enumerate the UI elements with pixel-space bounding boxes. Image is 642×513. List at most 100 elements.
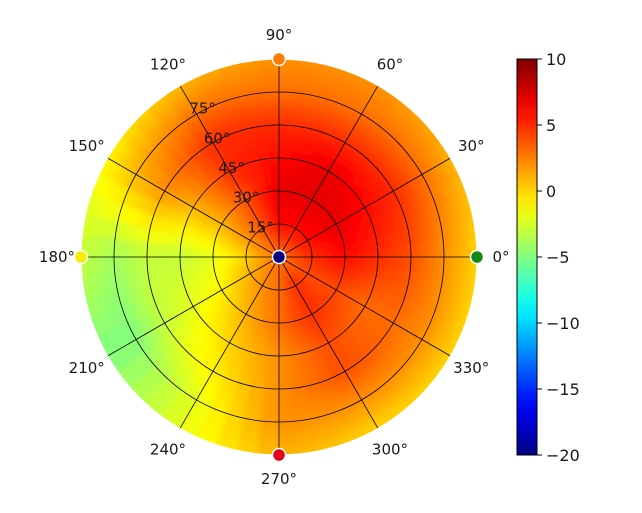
heatmap-cell <box>441 200 455 223</box>
heatmap-cell <box>435 308 451 332</box>
heatmap-cell <box>352 416 377 434</box>
heatmap-cell <box>318 251 327 258</box>
heatmap-cell <box>171 369 191 387</box>
heatmap-cell <box>381 304 396 322</box>
heatmap-cell <box>230 107 250 120</box>
heatmap-cell <box>427 166 444 189</box>
heatmap-cell <box>109 202 123 224</box>
heatmap-cell <box>95 177 111 202</box>
heatmap-cell <box>350 373 370 391</box>
heatmap-cell <box>423 188 438 210</box>
heatmap-cell <box>318 123 337 137</box>
heatmap-cell <box>371 329 388 347</box>
heatmap-cell <box>268 237 274 246</box>
heatmap-cell <box>273 209 280 218</box>
heatmap-cell <box>403 256 413 272</box>
heatmap-cell <box>435 202 449 224</box>
heatmap-cell <box>151 170 168 189</box>
heatmap-cell <box>211 341 227 356</box>
heatmap-cell <box>211 249 220 258</box>
heatmap-cell <box>208 128 227 144</box>
heatmap-cell <box>395 144 415 165</box>
heatmap-cell <box>267 348 280 358</box>
heatmap-cell <box>375 196 390 213</box>
radial-tick-label: 15° <box>247 218 274 236</box>
angle-tick-label: 180° <box>39 248 75 266</box>
heatmap-cell <box>178 74 203 92</box>
heatmap-cell <box>355 74 380 92</box>
heatmap-cell <box>229 359 246 372</box>
colorbar: 10 5 0 −5 −10 −15 −20 <box>516 50 580 465</box>
heatmap-cell <box>416 255 426 274</box>
heatmap-cell <box>258 427 281 437</box>
heatmap-cell <box>278 316 287 325</box>
heatmap-cell <box>371 121 392 141</box>
heatmap-cell <box>95 312 111 337</box>
heatmap-cell <box>441 310 457 334</box>
angle-tick-label: 30° <box>458 137 485 155</box>
heatmap-cell <box>106 237 116 259</box>
heatmap-cell <box>278 163 290 172</box>
heatmap-cell <box>172 395 195 414</box>
heatmap-cell <box>332 79 356 95</box>
heatmap-cell <box>117 146 136 169</box>
heatmap-cell <box>145 256 155 272</box>
heatmap-cell <box>138 140 158 161</box>
heatmap-cell <box>390 398 414 420</box>
heatmap-cell <box>162 116 183 136</box>
heatmap-cell <box>185 256 194 268</box>
heatmap-cell <box>99 255 109 278</box>
heatmap-cell <box>279 263 283 272</box>
heatmap-cell <box>174 185 189 202</box>
heatmap-cell <box>312 359 329 372</box>
heatmap-cell <box>318 159 334 172</box>
heatmap-cell <box>278 123 294 133</box>
heatmap-cell <box>90 196 104 220</box>
heatmap-cell <box>261 97 281 107</box>
heatmap-cell <box>281 269 286 278</box>
heatmap-cell <box>416 240 426 259</box>
heatmap-cell <box>448 292 462 316</box>
heatmap-cell <box>406 158 424 179</box>
heatmap-cell <box>317 260 327 268</box>
heatmap-cell <box>232 353 248 366</box>
heatmap-cell <box>410 210 423 230</box>
heatmap-cell <box>422 345 441 368</box>
heatmap-cell <box>189 349 207 366</box>
heatmap-cell <box>314 136 332 149</box>
heatmap-cell <box>162 378 183 398</box>
heatmap-cell <box>180 137 199 155</box>
heatmap-cell <box>371 167 388 185</box>
heatmap-cell <box>278 296 285 305</box>
heatmap-cell <box>381 290 394 307</box>
heatmap-cell <box>226 136 244 149</box>
heatmap-cell <box>218 146 235 161</box>
heatmap-cell <box>278 388 295 397</box>
heatmap-cell <box>317 61 342 76</box>
angle-tick-label: 0° <box>492 248 509 266</box>
heatmap-cell <box>382 388 405 409</box>
heatmap-cell <box>202 419 226 435</box>
heatmap-cell <box>96 292 110 316</box>
heatmap-cell <box>166 373 187 393</box>
heatmap-cell <box>360 106 382 125</box>
heatmap-cell <box>391 149 409 169</box>
heatmap-cell <box>178 256 188 269</box>
heatmap-cell <box>387 189 402 207</box>
heatmap-cell <box>257 64 281 74</box>
heatmap-cell <box>267 355 280 364</box>
heatmap-cell <box>334 152 351 167</box>
heatmap-cell <box>282 245 289 253</box>
heatmap-cell <box>410 241 419 258</box>
heatmap-cell <box>324 395 345 410</box>
heatmap-cell <box>322 211 334 223</box>
heatmap-cell <box>417 191 432 212</box>
heatmap-cell <box>114 306 129 329</box>
heatmap-cell <box>96 198 110 222</box>
heatmap-cell <box>312 413 334 427</box>
heatmap-cell <box>278 136 293 146</box>
heatmap-cell <box>181 80 206 98</box>
heatmap-cell <box>277 427 300 437</box>
heatmap-cell <box>411 193 425 214</box>
heatmap-cell <box>429 306 444 329</box>
